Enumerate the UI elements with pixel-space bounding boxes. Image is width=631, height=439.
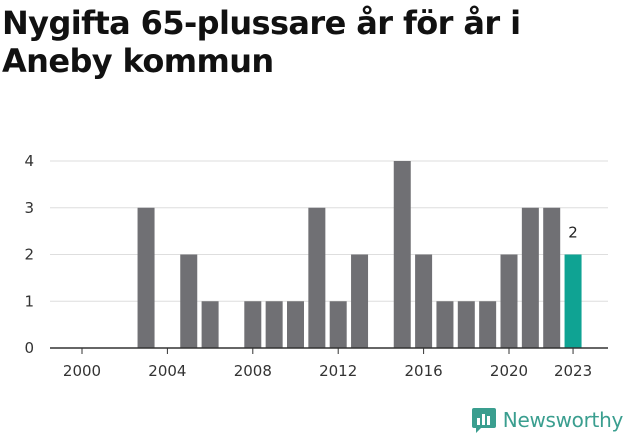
bar-2019 xyxy=(479,301,497,348)
x-tick-label: 2000 xyxy=(63,362,101,380)
data-label-2023: 2 xyxy=(568,224,578,242)
axes xyxy=(50,347,608,354)
bar-2006 xyxy=(201,301,219,348)
bar-2008 xyxy=(244,301,262,348)
y-tick-label: 0 xyxy=(24,339,34,357)
bar-2013 xyxy=(351,254,369,348)
chart-title: Nygifta 65-plussare år för år i Aneby ko… xyxy=(2,4,521,80)
y-tick-label: 2 xyxy=(24,246,34,264)
labels: 0 1 2 3 4 2 2000 2004 2008 2012 2016 2020 2023 xyxy=(24,152,592,380)
bar-2017 xyxy=(436,301,454,348)
x-tick-label: 2023 xyxy=(554,362,592,380)
bar-2003 xyxy=(137,207,155,348)
y-tick-label: 1 xyxy=(24,292,34,310)
bar-2022 xyxy=(543,207,561,348)
y-tick-label: 4 xyxy=(24,152,34,170)
bar-2023 xyxy=(564,254,582,348)
bar-2015 xyxy=(393,161,411,348)
x-tick-label: 2008 xyxy=(234,362,272,380)
bar-2021 xyxy=(521,207,539,348)
bar-2010 xyxy=(287,301,304,348)
bar-2011 xyxy=(308,207,326,348)
newsworthy-logo-icon xyxy=(471,408,496,433)
bar-2009 xyxy=(265,301,283,348)
bars xyxy=(137,161,582,348)
brand-name: Newsworthy xyxy=(502,408,624,432)
x-tick-label: 2012 xyxy=(319,362,357,380)
brand-logo[interactable]: Newsworthy xyxy=(471,406,623,434)
bar-2018 xyxy=(457,301,475,348)
bar-2012 xyxy=(329,301,347,348)
x-tick-label: 2020 xyxy=(490,362,528,380)
bar-2020 xyxy=(500,254,518,348)
x-tick-label: 2004 xyxy=(148,362,186,380)
bar-2005 xyxy=(180,254,198,348)
bar-2016 xyxy=(415,254,433,348)
y-tick-label: 3 xyxy=(24,199,34,217)
x-tick-label: 2016 xyxy=(405,362,443,380)
